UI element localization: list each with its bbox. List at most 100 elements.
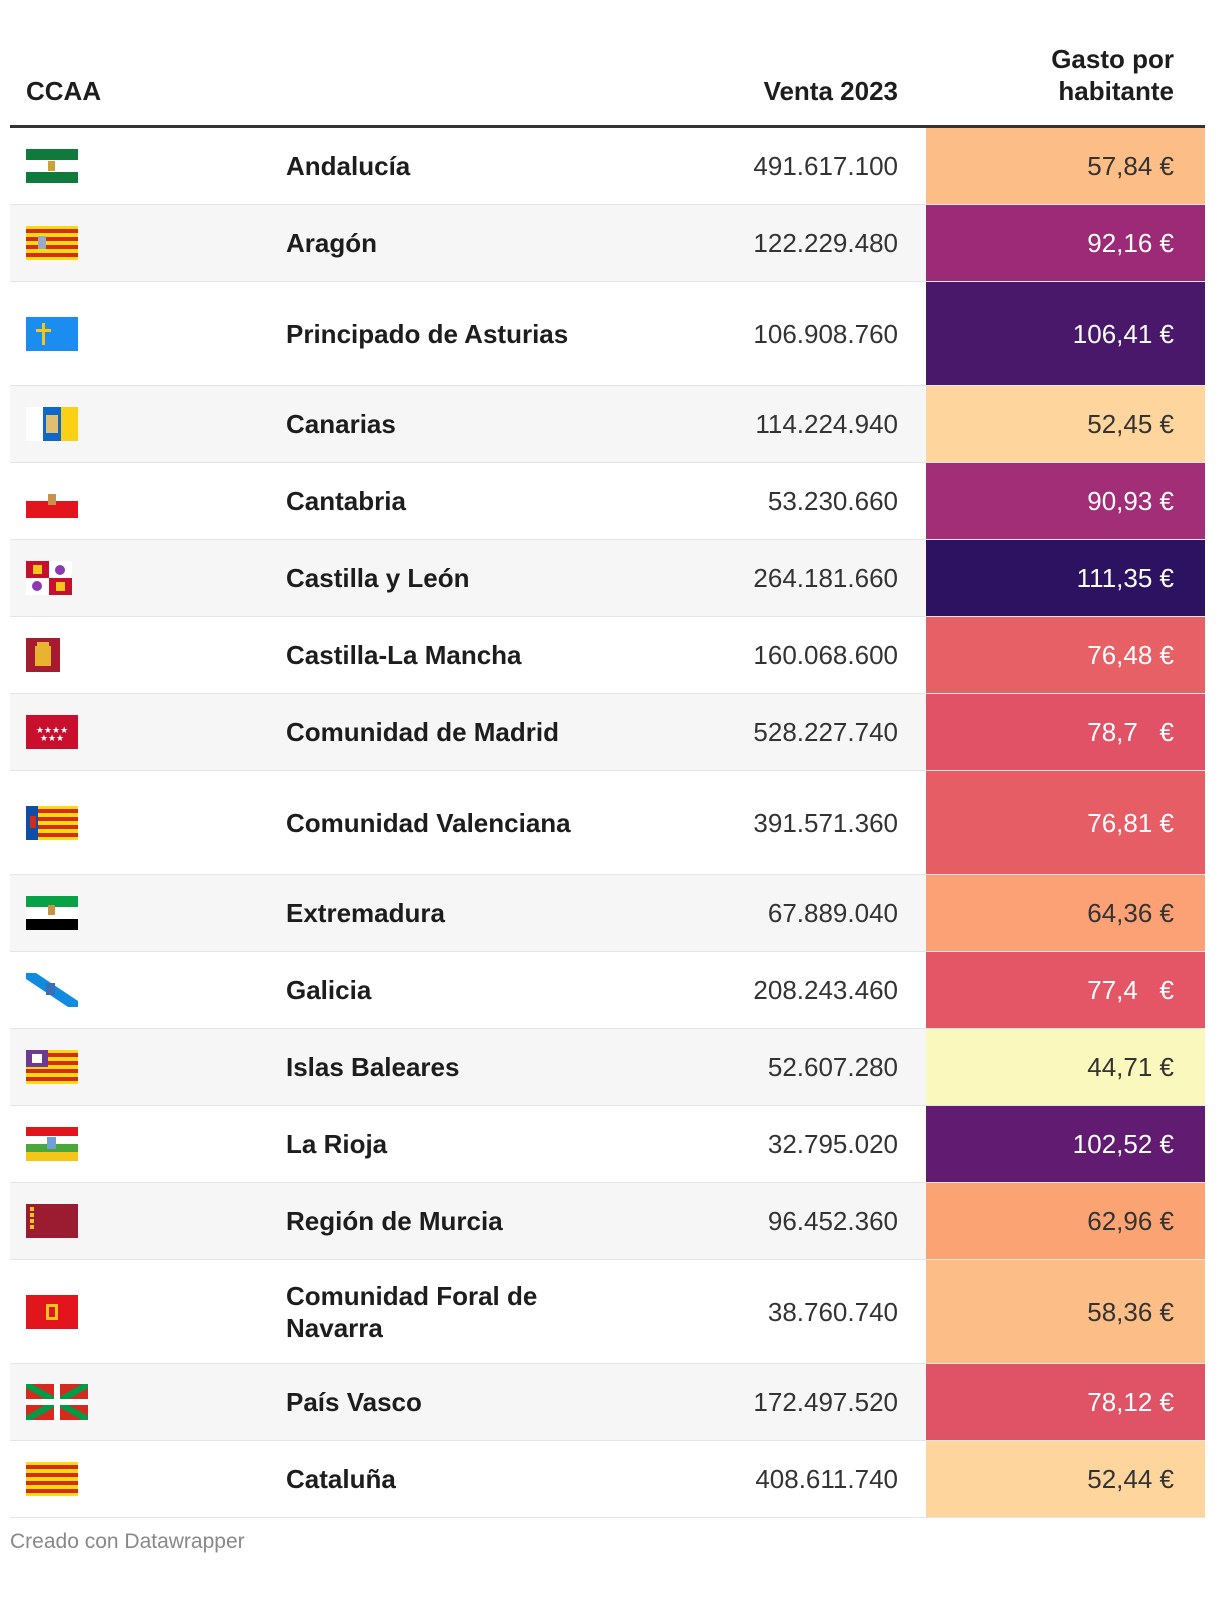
ccaa-name: Castilla-La Mancha [286,640,522,670]
gasto-value: 52,44 € [1087,1464,1174,1494]
svg-text:★★★: ★★★ [40,734,64,744]
flag-castilla-la-mancha-icon [26,638,60,672]
gasto-heat-cell: 92,16 € [926,205,1205,281]
gasto-heat-cell: 57,84 € [926,128,1205,204]
venta-value: 106.908.760 [753,318,898,349]
flag-cantabria-icon [26,484,78,518]
gasto-value: 57,84 € [1087,151,1174,181]
venta-value: 122.229.480 [753,228,898,258]
gasto-value: 52,45 € [1087,409,1174,439]
gasto-value: 44,71 € [1087,1052,1174,1082]
gasto-heat-cell: 77,4 € [926,952,1205,1028]
ccaa-name: Región de Murcia [286,1206,503,1236]
flag-pais-vasco-icon [26,1384,88,1420]
table-row: Islas Baleares 52.607.280 44,71 € [10,1029,1205,1106]
flag-aragon-icon [26,226,78,260]
table-row: Galicia 208.243.460 77,4 € [10,952,1205,1029]
flag-baleares-icon [26,1050,78,1084]
flag-canarias-icon [26,407,78,441]
table-row: ★★★★ ★★★ Comunidad de Madrid 528.227.740 78,… [10,694,1205,771]
flag-madrid-icon: ★★★★ ★★★ [26,715,78,749]
ccaa-name: Andalucía [286,151,411,181]
table-row: País Vasco 172.497.520 78,12 € [10,1364,1205,1441]
flag-navarra-icon [26,1294,78,1329]
gasto-heat-cell: 64,36 € [926,875,1205,951]
gasto-heat-cell: 102,52 € [926,1106,1205,1182]
table-row: Castilla-La Mancha 160.068.600 76,48 € [10,617,1205,694]
ccaa-name: Cataluña [286,1464,396,1494]
table-row: Andalucía 491.617.100 57,84 € [10,128,1205,205]
gasto-heat-cell: 78,7 € [926,694,1205,770]
venta-value: 67.889.040 [767,898,898,928]
venta-value: 160.068.600 [753,640,898,670]
ccaa-name: Aragón [286,228,377,258]
footer-credit[interactable]: Creado con Datawrapper [10,1530,245,1553]
ccaa-name: Canarias [286,409,396,439]
table-row: Aragón 122.229.480 92,16 € [10,205,1205,282]
gasto-heat-cell: 106,41 € [926,282,1205,385]
venta-value: 528.227.740 [753,717,898,747]
gasto-value: 106,41 € [1072,318,1174,349]
flag-galicia-icon [26,973,78,1007]
flag-valenciana-icon [26,805,78,840]
venta-value: 391.571.360 [753,807,898,838]
header-ccaa[interactable]: CCAA [26,76,102,106]
table-row: La Rioja 32.795.020 102,52 € [10,1106,1205,1183]
gasto-heat-cell: 76,81 € [926,771,1205,874]
gasto-value: 76,81 € [1087,807,1174,838]
flag-extremadura-icon [26,896,78,930]
table-body: Andalucía 491.617.100 57,84 € Aragón 122.229… [10,128,1205,1518]
venta-value: 53.230.660 [767,486,898,516]
gasto-value: 78,7 € [1087,717,1174,747]
table-row: Comunidad Foral de Navarra 38.760.740 58,3… [10,1260,1205,1364]
gasto-value: 111,35 € [1076,563,1174,593]
ccaa-name: La Rioja [286,1129,388,1159]
table-row: Región de Murcia 96.452.360 62,96 € [10,1183,1205,1260]
gasto-value: 77,4 € [1087,975,1174,1005]
gasto-heat-cell: 111,35 € [926,540,1205,616]
venta-value: 491.617.100 [753,151,898,181]
ccaa-name: País Vasco [286,1387,422,1417]
venta-value: 52.607.280 [767,1052,898,1082]
table-row: Comunidad Valenciana 391.571.360 76,81 € [10,771,1205,875]
gasto-heat-cell: 52,45 € [926,386,1205,462]
flag-cataluna-icon [26,1462,78,1496]
gasto-heat-cell: 58,36 € [926,1260,1205,1363]
table-row: Cataluña 408.611.740 52,44 € [10,1441,1205,1518]
header-venta[interactable]: Venta 2023 [763,76,898,106]
gasto-value: 92,16 € [1087,228,1174,258]
venta-value: 408.611.740 [755,1464,898,1494]
gasto-heat-cell: 76,48 € [926,617,1205,693]
ccaa-name: Comunidad Foral de Navarra [286,1280,538,1343]
flag-andalucia-icon [26,149,78,183]
gasto-value: 62,96 € [1087,1206,1174,1236]
table-row: Extremadura 67.889.040 64,36 € [10,875,1205,952]
ccaa-name: Principado de Asturias [286,318,569,349]
flag-murcia-icon [26,1204,78,1238]
venta-value: 38.760.740 [767,1296,898,1327]
gasto-value: 58,36 € [1087,1296,1174,1327]
table-row: Cantabria 53.230.660 90,93 € [10,463,1205,540]
ccaa-name: Galicia [286,975,372,1005]
venta-value: 172.497.520 [753,1387,898,1417]
ccaa-name: Cantabria [286,486,406,516]
gasto-heat-cell: 44,71 € [926,1029,1205,1105]
ccaa-name: Extremadura [286,898,445,928]
gasto-heat-cell: 90,93 € [926,463,1205,539]
gasto-heat-cell: 62,96 € [926,1183,1205,1259]
ccaa-name: Comunidad de Madrid [286,717,559,747]
svg-text:★★★★: ★★★★ [36,726,68,736]
table-row: Canarias 114.224.940 52,45 € [10,386,1205,463]
data-table: CCAA Venta 2023 Gasto por habitante Anda… [10,40,1205,1518]
table-row: Principado de Asturias 106.908.760 106,41 … [10,282,1205,386]
venta-value: 32.795.020 [767,1129,898,1159]
header-gasto[interactable]: Gasto por habitante [1051,44,1174,106]
flag-rioja-icon [26,1127,78,1161]
gasto-value: 78,12 € [1087,1387,1174,1417]
table-row: Castilla y León 264.181.660 111,35 € [10,540,1205,617]
venta-value: 264.181.660 [753,563,898,593]
ccaa-name: Islas Baleares [286,1052,460,1082]
venta-value: 114.224.940 [755,409,898,439]
venta-value: 208.243.460 [753,975,898,1005]
venta-value: 96.452.360 [767,1206,898,1236]
